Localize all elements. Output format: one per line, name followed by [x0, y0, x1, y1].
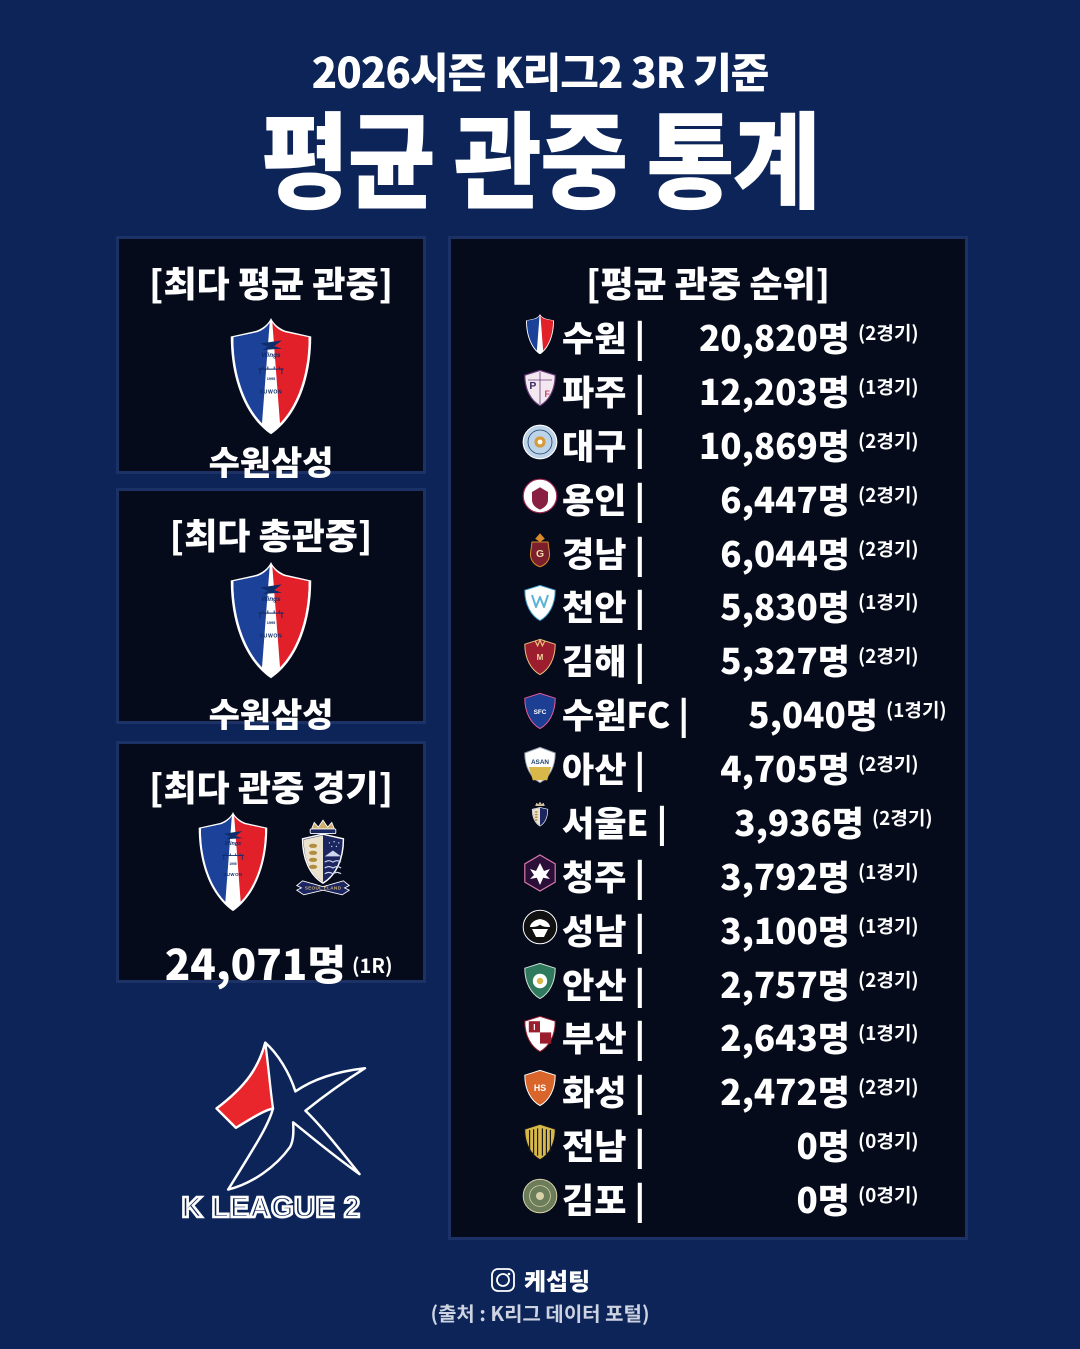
svg-text:Wings: Wings [261, 596, 281, 603]
svg-text:HS: HS [534, 1083, 546, 1093]
svg-text:M: M [537, 653, 544, 662]
svg-text:SUWON: SUWON [260, 633, 283, 639]
svg-text:I: I [533, 1023, 535, 1032]
svg-text:1995: 1995 [267, 377, 276, 381]
svg-text:SUWON: SUWON [223, 872, 242, 877]
svg-text:SFC: SFC [534, 709, 547, 716]
svg-text:1995: 1995 [229, 862, 236, 866]
svg-text:Wings: Wings [225, 841, 241, 847]
svg-text:SEOUL ELAND: SEOUL ELAND [305, 886, 342, 891]
svg-text:SUWON: SUWON [260, 389, 283, 395]
svg-text:F: F [545, 389, 551, 399]
svg-text:Wings: Wings [261, 352, 281, 359]
svg-text:1995: 1995 [267, 621, 276, 625]
svg-text:ASAN: ASAN [531, 759, 549, 766]
svg-text:G: G [536, 549, 544, 560]
svg-text:P: P [529, 381, 536, 392]
